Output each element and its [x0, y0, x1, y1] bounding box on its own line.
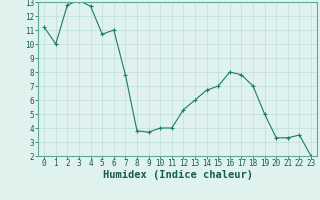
X-axis label: Humidex (Indice chaleur): Humidex (Indice chaleur): [103, 170, 252, 180]
